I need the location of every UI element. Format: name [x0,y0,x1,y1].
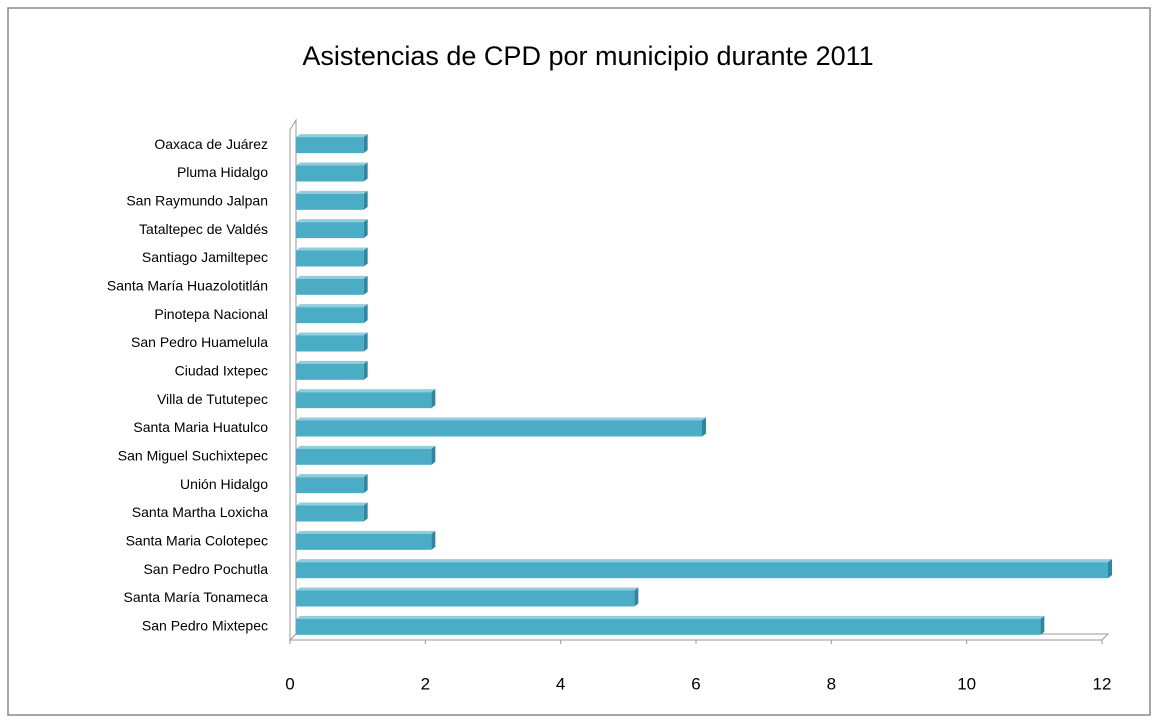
bar-side [1108,559,1112,579]
x-tick-label: 10 [957,674,976,693]
bar [296,278,364,295]
bar [296,590,635,607]
bar [296,165,364,182]
bar-top [296,360,368,364]
y-tick-label: Santa María Huazolotitlán [107,278,268,294]
bar-top [296,304,368,308]
y-tick-label: Santa Maria Colotepec [126,533,268,549]
y-tick-label: San Miguel Suchixtepec [118,448,268,464]
bar-side [363,275,368,295]
bar-side [431,389,436,409]
y-tick-label: Oaxaca de Juárez [154,136,268,152]
bar [296,335,364,352]
bar-top [296,134,368,138]
chart-border [7,7,1151,716]
chart-title: Asistencias de CPD por municipio durante… [302,41,873,71]
bar-side [363,162,368,182]
bar-top [296,275,368,279]
bar-top [296,587,639,591]
bar-top [296,417,706,421]
bar [296,193,364,210]
bar-top [296,219,368,223]
bar [296,477,364,494]
bar-top [296,332,368,336]
x-tick-label: 6 [691,674,700,693]
bar-top [296,445,436,449]
bar [296,137,364,154]
bar-top [296,190,368,194]
y-tick-label: Unión Hidalgo [180,476,268,492]
bar-side [363,332,368,352]
y-tick-label: Villa de Tututepec [157,391,268,407]
bar [296,533,432,550]
bar-top [296,247,368,251]
y-tick-label: San Pedro Mixtepec [142,618,268,634]
bar-top [296,559,1112,563]
y-tick-label: Santa Martha Loxicha [132,504,268,520]
bar [296,392,432,409]
bar-side [363,247,368,267]
bar-side [363,360,368,380]
y-tick-label: Pinotepa Nacional [154,306,268,322]
y-tick-label: San Pedro Pochutla [143,561,268,577]
bar [296,618,1041,635]
x-tick-label: 8 [827,674,836,693]
bar [296,363,364,380]
bar-side [363,219,368,239]
y-tick-label: San Raymundo Jalpan [126,193,268,209]
bar [296,222,364,239]
bar-side [702,417,706,437]
y-tick-label: Tataltepec de Valdés [139,221,268,237]
bar [296,505,364,522]
bar-side [363,304,368,324]
bar-side [363,134,368,154]
bar-top [296,502,368,506]
y-tick-label: Pluma Hidalgo [177,164,268,180]
bar-top [296,615,1045,619]
bar-side [1040,615,1045,635]
bar-side [363,190,368,210]
bar-top [296,474,368,478]
x-tick-label: 12 [1093,674,1112,693]
x-tick-label: 2 [421,674,430,693]
bar-top [296,530,436,534]
bar [296,420,702,437]
y-tick-label: San Pedro Huamelula [131,334,268,350]
x-tick-label: 0 [285,674,294,693]
y-tick-label: Santa Maria Huatulco [133,419,268,435]
y-tick-label: Santiago Jamiltepec [142,249,268,265]
y-tick-label: Ciudad Ixtepec [175,363,268,379]
bar-top [296,162,368,166]
bar [296,448,432,465]
x-tick-label: 4 [556,674,565,693]
bar-side [363,502,368,522]
y-tick-label: Santa María Tonameca [124,589,269,605]
bar-side [634,587,639,607]
back-wall [289,118,297,642]
bar [296,562,1108,579]
bar [296,307,364,324]
floor [288,633,1110,641]
bar-top [296,389,436,393]
bar-side [431,445,436,465]
bar-side [431,530,436,550]
bar-side [363,474,368,494]
bar [296,250,364,267]
